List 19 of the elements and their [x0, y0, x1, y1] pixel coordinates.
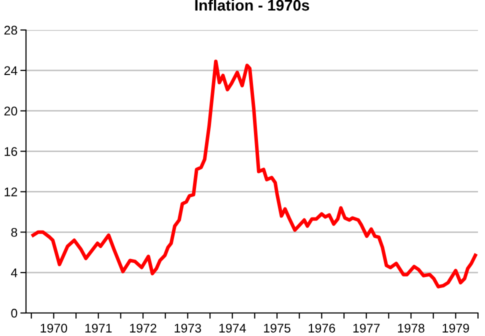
x-tick-label: 1974 — [219, 324, 246, 333]
y-tick-label: 16 — [4, 147, 18, 156]
y-tick-label: 0 — [11, 308, 18, 318]
x-tick-label: 1979 — [442, 324, 469, 333]
y-tick-label: 24 — [4, 66, 18, 75]
x-tick-label: 1973 — [174, 324, 202, 333]
x-tick-label: 1971 — [85, 324, 112, 333]
x-tick-label: 1972 — [130, 324, 156, 333]
y-tick-label: 8 — [11, 228, 18, 237]
x-tick-label: 1976 — [308, 324, 336, 333]
line-series — [31, 60, 478, 288]
y-tick-label: 4 — [11, 268, 18, 278]
x-tick-label: 1970 — [40, 324, 68, 333]
x-tick-label: 1975 — [264, 324, 290, 333]
y-tick-label: 28 — [4, 26, 18, 35]
y-tick-label: 20 — [4, 106, 18, 116]
x-tick-label: 1978 — [398, 324, 424, 333]
x-tick-label: 1977 — [353, 324, 380, 333]
y-tick-label: 12 — [4, 188, 18, 196]
